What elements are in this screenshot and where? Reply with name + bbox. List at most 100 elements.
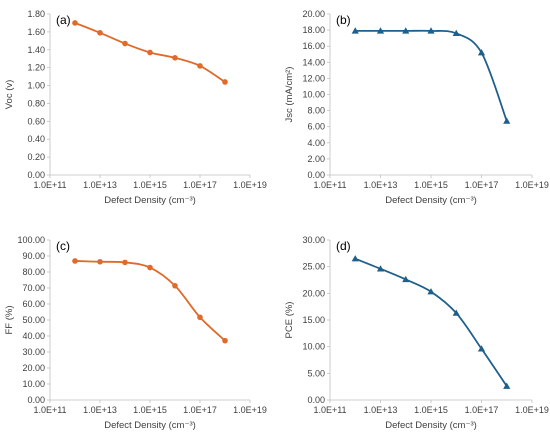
y-tick-label: 50.00 — [22, 315, 45, 325]
chart-panel: 1.0E+11 1.0E+13 1.0E+15 1.0E+17 1.0E+19 0.00 0… — [4, 9, 267, 206]
data-point — [122, 259, 128, 266]
y-tick-label: 0.80 — [27, 98, 45, 108]
series-line — [355, 29, 508, 122]
panel-label: (c) — [56, 239, 70, 253]
y-tick-label: 1.40 — [27, 45, 45, 55]
data-point — [477, 49, 486, 56]
data-point — [147, 49, 153, 56]
x-tick-label: 1.0E+15 — [414, 405, 448, 415]
y-axis-title: PCE (%) — [284, 302, 295, 339]
y-tick-label: 60.00 — [22, 299, 45, 309]
x-tick-label: 1.0E+11 — [313, 405, 346, 415]
x-tick-label: 1.0E+19 — [515, 405, 549, 415]
x-tick-label: 1.0E+17 — [465, 180, 499, 190]
y-tick-label: 0.60 — [27, 116, 45, 126]
data-point — [351, 255, 359, 262]
data-point — [376, 265, 385, 272]
y-tick-label: 1.60 — [27, 27, 45, 37]
chart-panel: 1.0E+11 1.0E+13 1.0E+15 1.0E+17 1.0E+19 0.00 2… — [284, 9, 549, 206]
y-tick-label: 4.00 — [307, 138, 325, 148]
data-point — [97, 258, 103, 265]
y-tick-label: 25.00 — [302, 262, 325, 272]
data-point — [452, 309, 460, 316]
y-tick-label: 100.00 — [17, 235, 45, 245]
y-tick-label: 0.00 — [307, 170, 325, 180]
x-axis-title: Defect Density (cm⁻³) — [385, 420, 477, 431]
x-axis-title: Defect Density (cm⁻³) — [104, 195, 196, 206]
y-tick-label: 0.00 — [27, 170, 45, 180]
data-point — [222, 79, 228, 85]
data-point — [503, 117, 511, 124]
y-tick-label: 0.00 — [27, 395, 45, 405]
y-tick-label: 40.00 — [22, 331, 45, 341]
y-tick-label: 30.00 — [302, 235, 325, 245]
y-axis-title: Voc (v) — [4, 80, 15, 110]
data-point — [72, 20, 78, 26]
panel-label: (d) — [336, 239, 351, 253]
y-axis-title: Jsc (mA/cm²) — [284, 67, 295, 123]
y-tick-label: 0.40 — [27, 134, 45, 144]
x-tick-label: 1.0E+13 — [83, 180, 117, 190]
y-tick-label: 10.00 — [302, 90, 325, 100]
y-tick-label: 70.00 — [22, 283, 45, 293]
x-tick-label: 1.0E+19 — [515, 180, 549, 190]
chart-panel: 1.0E+11 1.0E+13 1.0E+15 1.0E+17 1.0E+19 0.00 1… — [4, 235, 267, 431]
data-point — [97, 29, 103, 36]
data-point — [122, 40, 128, 47]
y-tick-label: 6.00 — [307, 122, 325, 132]
x-tick-label: 1.0E+17 — [183, 405, 217, 415]
y-tick-label: 2.00 — [307, 154, 325, 164]
y-axis-title: FF (%) — [4, 305, 15, 334]
y-tick-label: 30.00 — [22, 347, 45, 357]
y-tick-label: 18.00 — [302, 25, 325, 35]
x-tick-label: 1.0E+11 — [33, 180, 66, 190]
y-tick-label: 16.00 — [302, 41, 325, 51]
y-tick-label: 12.00 — [302, 73, 325, 83]
x-tick-label: 1.0E+13 — [364, 180, 398, 190]
series-line — [74, 260, 226, 342]
y-tick-label: 1.80 — [27, 9, 45, 19]
x-tick-label: 1.0E+19 — [233, 405, 267, 415]
data-point — [402, 275, 410, 283]
data-point — [503, 382, 511, 389]
x-axis-title: Defect Density (cm⁻³) — [385, 195, 477, 206]
x-tick-label: 1.0E+11 — [313, 180, 346, 190]
x-tick-label: 1.0E+19 — [233, 180, 267, 190]
data-point — [172, 282, 178, 289]
y-tick-label: 10.00 — [302, 342, 325, 352]
data-point — [477, 345, 486, 352]
y-tick-label: 15.00 — [302, 315, 325, 325]
x-tick-label: 1.0E+17 — [183, 180, 217, 190]
y-tick-label: 20.00 — [302, 288, 325, 298]
series-line — [354, 257, 508, 387]
data-point — [427, 288, 435, 295]
x-tick-label: 1.0E+11 — [33, 405, 66, 415]
y-tick-label: 80.00 — [22, 267, 45, 277]
panel-label: (b) — [336, 13, 351, 27]
x-tick-label: 1.0E+13 — [364, 405, 398, 415]
y-tick-label: 5.00 — [307, 368, 325, 378]
data-point — [351, 27, 359, 34]
data-point — [72, 258, 78, 264]
data-point — [147, 264, 153, 271]
x-tick-label: 1.0E+15 — [133, 405, 167, 415]
data-point — [452, 29, 460, 37]
x-tick-label: 1.0E+13 — [83, 405, 117, 415]
y-tick-label: 90.00 — [22, 251, 45, 261]
data-point — [427, 27, 435, 34]
y-tick-label: 20.00 — [302, 9, 325, 19]
y-tick-label: 1.00 — [27, 81, 45, 91]
x-tick-label: 1.0E+17 — [465, 405, 499, 415]
y-tick-label: 10.00 — [22, 379, 45, 389]
y-tick-label: 0.20 — [27, 152, 45, 162]
y-tick-label: 0.00 — [307, 395, 325, 405]
data-point — [222, 337, 228, 344]
x-axis-title: Defect Density (cm⁻³) — [104, 420, 196, 431]
data-point — [376, 27, 385, 34]
x-tick-label: 1.0E+15 — [133, 180, 167, 190]
y-tick-label: 14.00 — [302, 57, 325, 67]
y-tick-label: 20.00 — [22, 363, 45, 373]
data-point — [197, 63, 203, 69]
data-point — [172, 55, 178, 61]
